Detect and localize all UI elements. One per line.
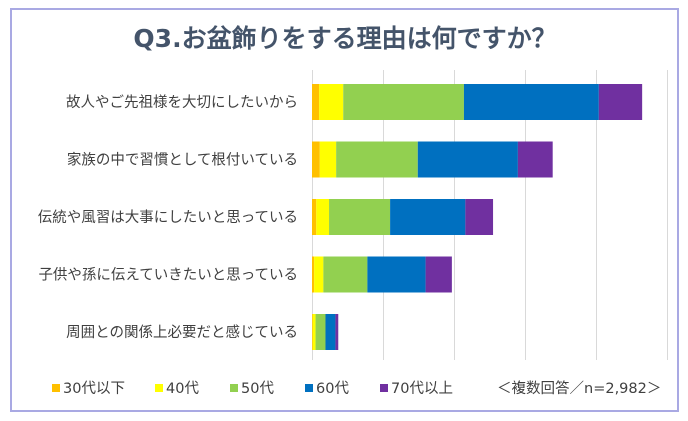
bar-segment-1-0 [312, 141, 320, 178]
legend-label: 50代 [241, 380, 274, 397]
bar-segment-2-1 [316, 199, 330, 235]
bar-segment-0-0 [312, 84, 320, 120]
bar-segment-1-2 [336, 141, 418, 178]
bar-segment-0-3 [463, 84, 599, 120]
bars [312, 84, 643, 350]
legend: 30代以下 40代 50代 60代 70代以上 [52, 380, 453, 397]
legend-swatch [52, 384, 60, 392]
category-labels: 故人やご先祖様を大切にしたいから家族の中で習慣として根付いている伝統や風習は大事… [38, 94, 298, 341]
bar-segment-4-3 [325, 314, 336, 350]
bar-segment-3-4 [425, 256, 452, 293]
legend-swatch [380, 384, 388, 392]
bar-segment-1-4 [517, 141, 553, 178]
bar-segment-3-1 [314, 256, 324, 293]
legend-label: 70代以上 [391, 380, 453, 397]
category-label: 伝統や風習は大事にしたいと思っている [38, 209, 298, 226]
legend-label: 40代 [166, 380, 199, 397]
bar-segment-0-2 [343, 84, 464, 120]
bar-segment-2-0 [312, 199, 317, 235]
bar-segment-3-2 [323, 256, 368, 293]
sample-note: ＜複数回答／n=2,982＞ [497, 380, 661, 397]
bar-segment-2-3 [390, 199, 466, 235]
legend-swatch [305, 384, 313, 392]
bar-segment-4-0 [312, 314, 313, 350]
category-label: 家族の中で習慣として根付いている [67, 151, 298, 169]
bar-segment-3-0 [312, 256, 315, 293]
bar-segment-4-1 [312, 314, 316, 350]
category-label: 周囲との関係上必要だと感じている [66, 324, 298, 341]
bar-segment-1-3 [417, 141, 518, 178]
bar-segment-0-4 [598, 84, 643, 120]
bar-segment-2-4 [465, 199, 494, 235]
legend-label: 30代以下 [63, 380, 125, 397]
bar-segment-0-1 [319, 84, 344, 120]
legend-swatch [230, 384, 238, 392]
legend-swatch [155, 384, 163, 392]
bar-segment-1-1 [319, 141, 337, 178]
chart-title: Q3.お盆飾りをする理由は何ですか？ [133, 24, 556, 53]
legend-label: 60代 [316, 380, 349, 397]
category-label: 故人やご先祖様を大切にしたいから [66, 94, 298, 111]
bar-segment-4-2 [315, 314, 326, 350]
bar-segment-2-2 [329, 199, 391, 235]
bar-segment-3-3 [367, 256, 426, 293]
bar-segment-4-4 [335, 314, 339, 350]
category-label: 子供や孫に伝えていきたいと思っている [38, 267, 298, 284]
